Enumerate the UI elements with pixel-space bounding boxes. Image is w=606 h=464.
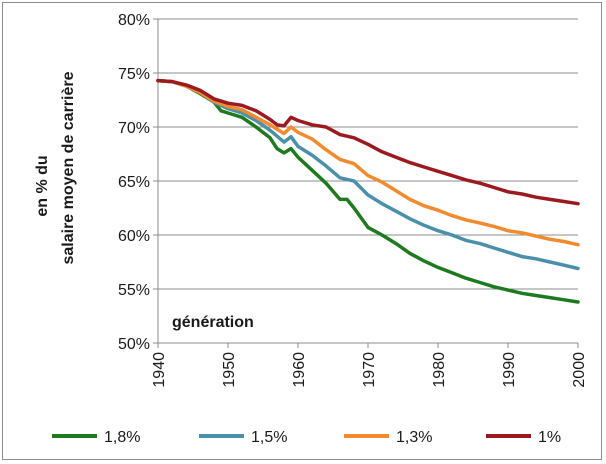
- x-axis-label: génération: [172, 314, 254, 331]
- gridlines: [158, 18, 578, 344]
- legend-label: 1,8%: [104, 429, 140, 446]
- x-tick-label: 1970: [361, 352, 378, 388]
- x-tick-label: 1990: [501, 352, 518, 388]
- legend-label: 1,3%: [396, 429, 432, 446]
- x-tick-label: 2000: [571, 352, 588, 388]
- axes: [153, 18, 579, 348]
- y-axis-label-line2: salaire moyen de carrière: [60, 71, 77, 264]
- legend-label: 1,5%: [251, 429, 287, 446]
- x-tick-label: 1980: [431, 352, 448, 388]
- x-tick-label: 1950: [221, 352, 238, 388]
- series-line: [156, 78, 580, 271]
- y-tick-label: 60%: [118, 228, 150, 245]
- series-line: [156, 78, 580, 304]
- series-line: [156, 78, 580, 247]
- y-tick-label: 55%: [118, 282, 150, 299]
- y-axis-label-line1: en % du: [34, 155, 51, 216]
- x-tick-label: 1940: [151, 352, 168, 388]
- y-tick-label: 80%: [118, 12, 150, 29]
- legend: 1,8% 1,5% 1,3% 1%: [52, 429, 561, 446]
- y-tick-label: 50%: [118, 336, 150, 353]
- x-tick-labels: 1940 1950 1960 1970 1980 1990 2000: [151, 352, 588, 388]
- y-tick-labels: 50% 55% 60% 65% 70% 75% 80%: [118, 12, 150, 353]
- chart-frame: [2, 2, 602, 460]
- y-tick-label: 75%: [118, 66, 150, 83]
- legend-label: 1%: [538, 429, 561, 446]
- x-tick-label: 1960: [291, 352, 308, 388]
- y-tick-label: 65%: [118, 174, 150, 191]
- series-line: [156, 78, 580, 206]
- series-lines: [156, 78, 580, 304]
- y-tick-label: 70%: [118, 120, 150, 137]
